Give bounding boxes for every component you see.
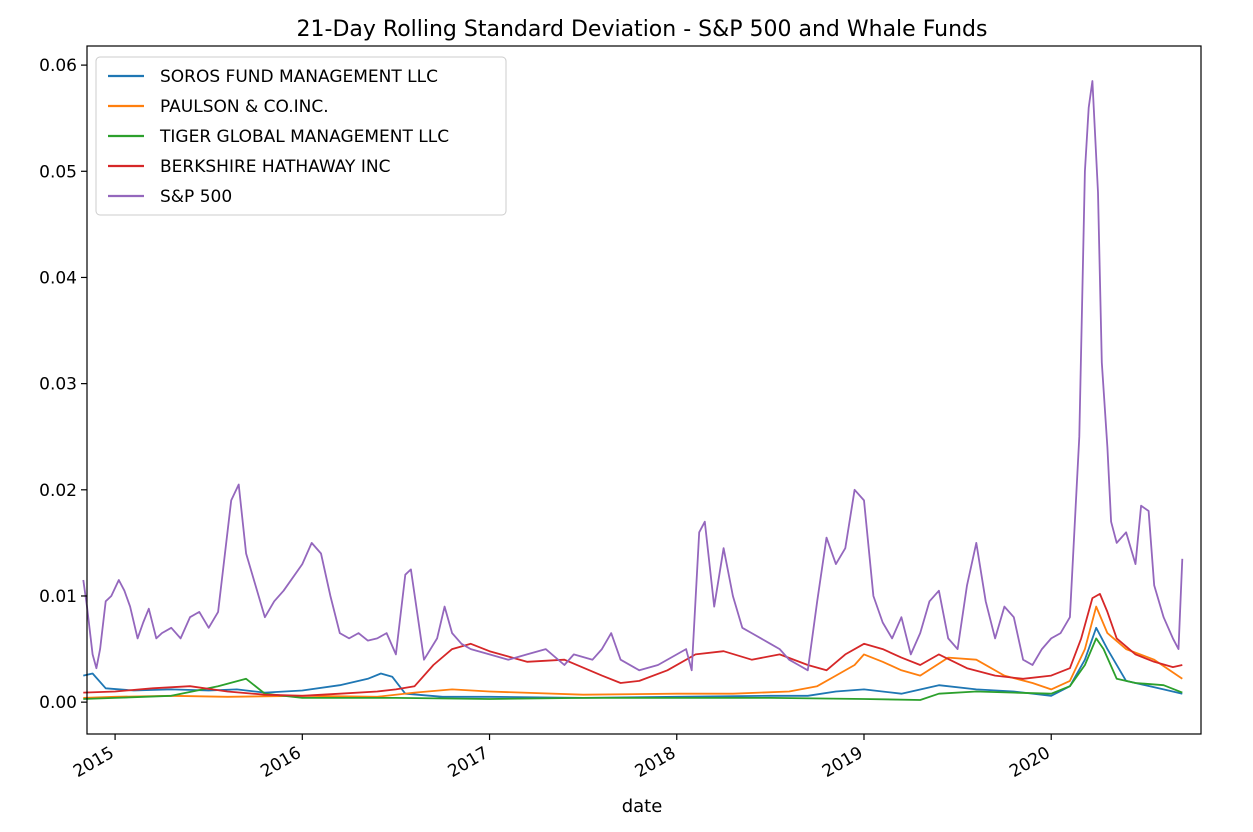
x-tick-label: 2015: [70, 743, 117, 782]
y-tick-label: 0.04: [39, 268, 77, 288]
series-line-3: [83, 593, 1183, 697]
chart-title: 21-Day Rolling Standard Deviation - S&P …: [297, 17, 988, 42]
legend-label-1: PAULSON & CO.INC.: [160, 97, 329, 117]
x-tick-label: 2016: [257, 743, 304, 782]
x-tick-label: 2018: [632, 743, 679, 782]
legend: SOROS FUND MANAGEMENT LLC PAULSON & CO.IN…: [95, 56, 507, 216]
x-tick-label: 2019: [819, 743, 866, 782]
legend-label-3: BERKSHIRE HATHAWAY INC: [160, 157, 390, 177]
legend-label-4: S&P 500: [160, 187, 232, 207]
x-axis: 2015 2016 2017 2018 2019 2020: [70, 734, 1054, 782]
y-tick-label: 0.06: [39, 56, 77, 76]
y-axis: 0.00 0.01 0.02 0.03 0.04 0.05 0.06: [39, 56, 87, 713]
x-axis-label: date: [622, 796, 663, 817]
y-tick-label: 0.03: [39, 375, 77, 395]
series-line-2: [83, 637, 1183, 701]
legend-box: [95, 56, 507, 216]
y-tick-label: 0.05: [39, 162, 77, 182]
series-line-1: [83, 605, 1183, 699]
y-tick-label: 0.00: [39, 693, 77, 713]
x-tick-label: 2017: [445, 743, 492, 782]
plot-lines: [82, 80, 1184, 701]
series-line-4: [82, 80, 1184, 672]
series-line-0: [83, 626, 1183, 699]
y-tick-label: 0.01: [39, 587, 77, 607]
x-tick-label: 2020: [1006, 743, 1053, 782]
plot-frame: [86, 45, 1202, 735]
legend-label-2: TIGER GLOBAL MANAGEMENT LLC: [159, 127, 449, 147]
y-tick-label: 0.02: [39, 481, 77, 501]
legend-label-0: SOROS FUND MANAGEMENT LLC: [160, 67, 438, 87]
